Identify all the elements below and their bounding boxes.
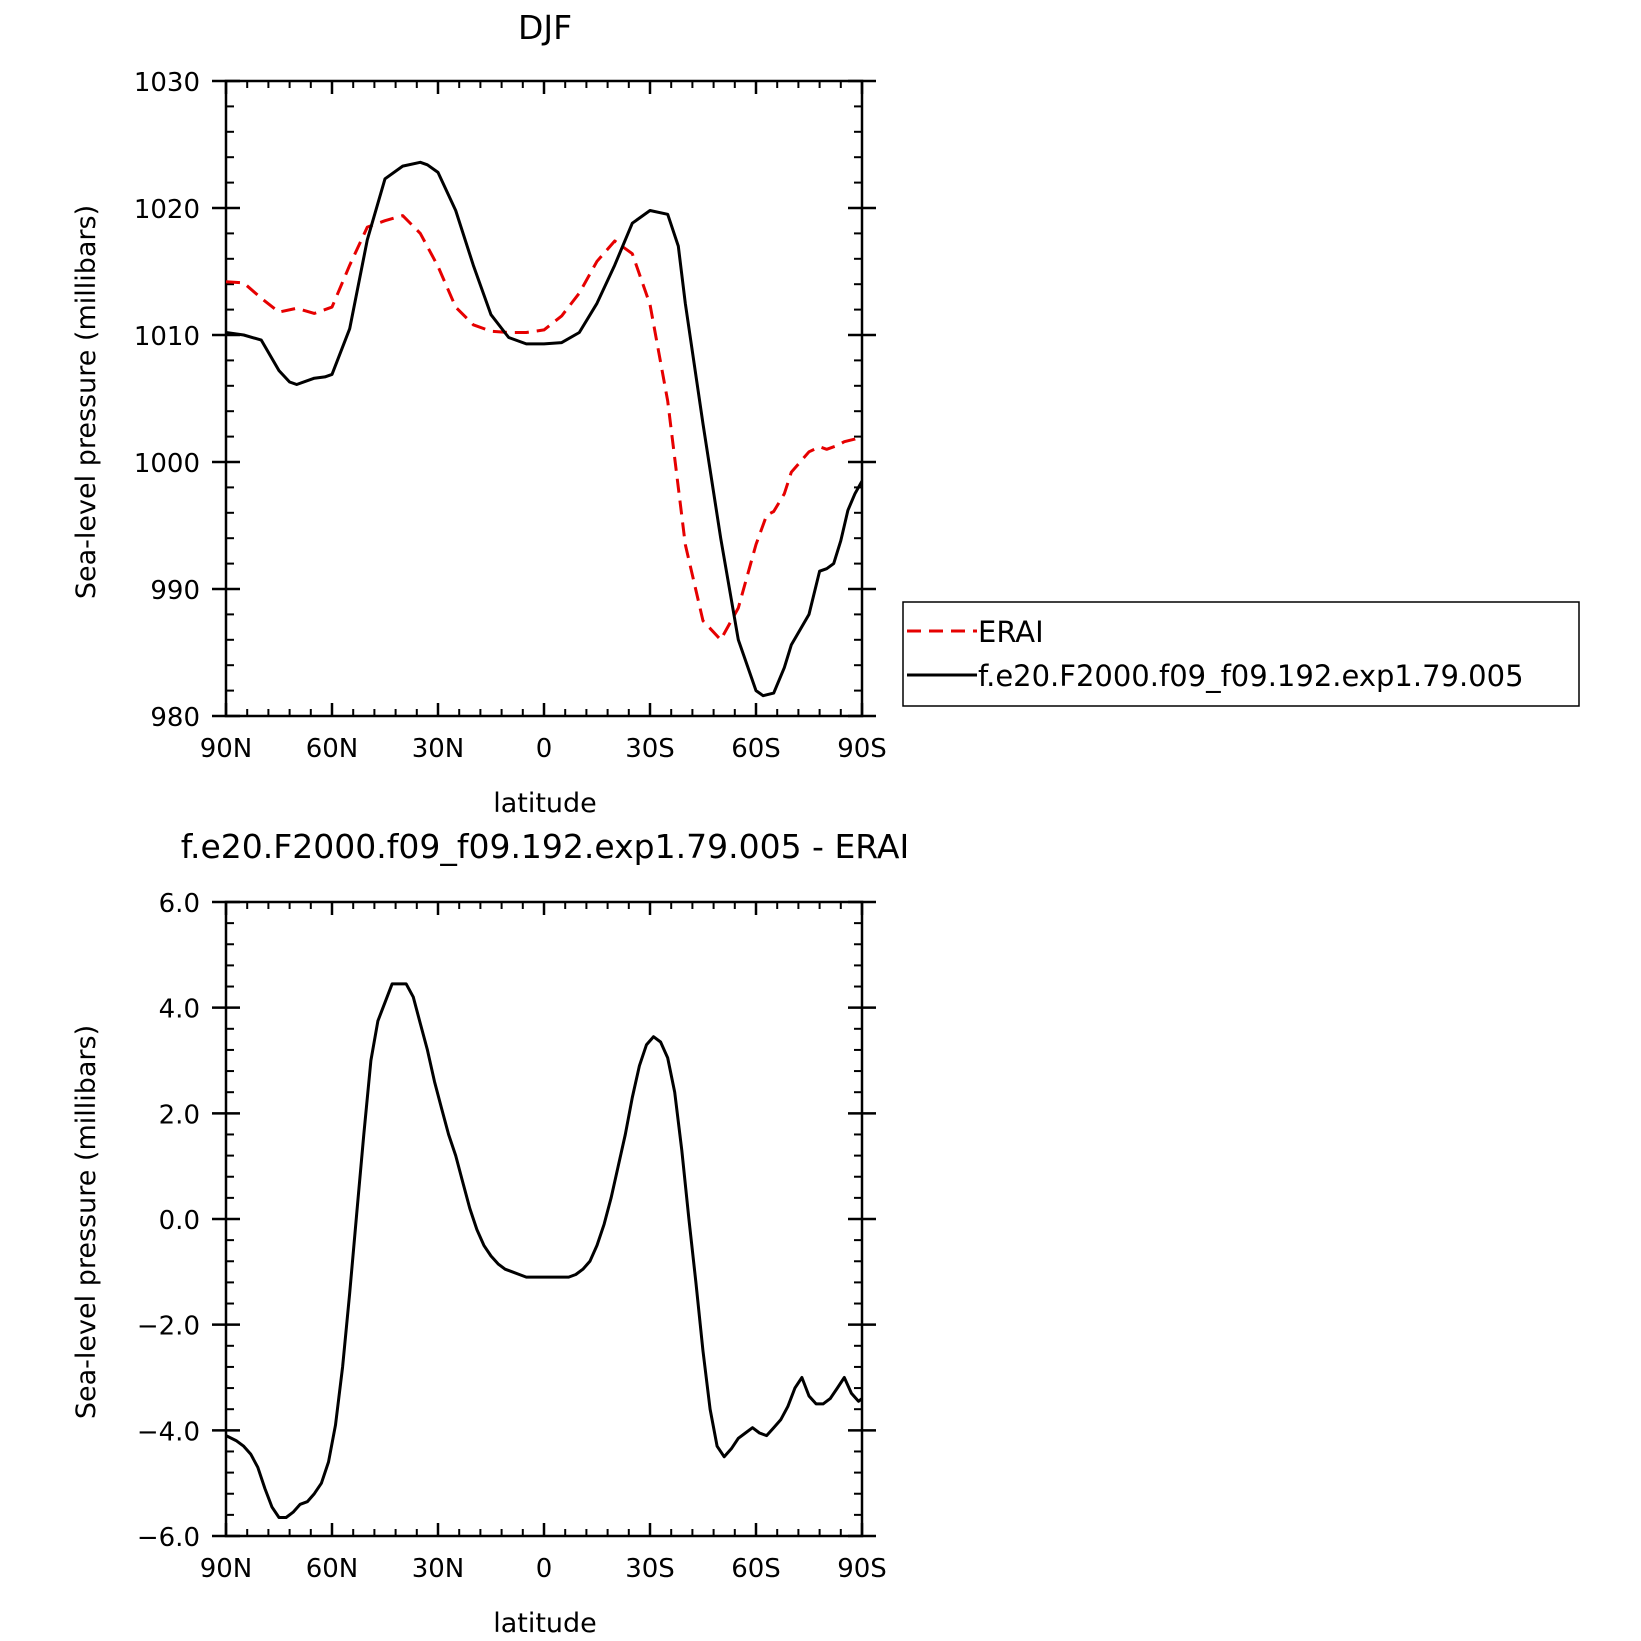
bottom-x-tick-label: 90S — [837, 1554, 887, 1584]
bottom-y-tick-label: 4.0 — [159, 995, 200, 1025]
bottom-y-tick-label: 6.0 — [159, 889, 200, 919]
top-y-tick-label: 990 — [150, 576, 200, 606]
bottom-x-tick-label: 0 — [536, 1554, 553, 1584]
legend-label-model: f.e20.F2000.f09_f09.192.exp1.79.005 — [978, 659, 1524, 693]
legend-label-erai: ERAI — [978, 615, 1044, 649]
top-x-tick-label: 30N — [412, 734, 465, 764]
top-x-tick-label: 30S — [625, 734, 675, 764]
top-chart-title: DJF — [518, 8, 572, 47]
top-y-tick-label: 1030 — [134, 68, 200, 98]
bottom-y-axis-title: Sea-level pressure (millibars) — [71, 1025, 102, 1419]
top-x-tick-label: 60S — [731, 734, 781, 764]
legend: ERAI f.e20.F2000.f09_f09.192.exp1.79.005 — [902, 601, 1580, 707]
top-plot-area: 90N 60N 30N 0 30S 60S 90S 980 990 1000 1010 1020 103… — [134, 68, 887, 764]
bottom-panel: f.e20.F2000.f09_f09.192.exp1.79.005 - ER… — [71, 827, 909, 1639]
top-x-tick-label: 90S — [837, 734, 887, 764]
top-y-tick-label: 1000 — [134, 449, 200, 479]
bottom-y-tick-label: 2.0 — [159, 1100, 200, 1130]
bottom-series-line-0 — [226, 982, 862, 1519]
top-y-axis-title: Sea-level pressure (millibars) — [71, 205, 102, 599]
top-y-tick-label: 1010 — [134, 322, 200, 352]
bottom-y-tick-label: −2.0 — [137, 1312, 200, 1342]
top-y-tick-label: 980 — [150, 703, 200, 733]
bottom-plot-frame — [224, 900, 864, 1538]
bottom-x-axis-title: latitude — [493, 1608, 597, 1639]
bottom-x-tick-label: 60S — [731, 1554, 781, 1584]
bottom-y-tick-label: −6.0 — [137, 1523, 200, 1553]
bottom-plot-area: 90N 60N 30N 0 30S 60S 90S −6.0 −4.0 −2.0 0.0 2.0 4.0… — [137, 889, 887, 1584]
bottom-chart-title: f.e20.F2000.f09_f09.192.exp1.79.005 - ER… — [181, 827, 909, 866]
legend-box — [902, 601, 1580, 707]
top-panel: DJF 90N 60N 30N 0 30S 60S 90S 980 990 1000 1010 102… — [71, 8, 887, 819]
bottom-x-tick-label: 30N — [412, 1554, 465, 1584]
top-plot-frame — [224, 79, 864, 718]
bottom-y-tick-label: 0.0 — [159, 1206, 200, 1236]
top-y-tick-label: 1020 — [134, 195, 200, 225]
top-series-line-0 — [226, 214, 862, 642]
bottom-x-tick-label: 60N — [306, 1554, 359, 1584]
top-x-tick-label: 0 — [536, 734, 553, 764]
top-x-tick-label: 60N — [306, 734, 359, 764]
bottom-x-tick-label: 30S — [625, 1554, 675, 1584]
top-x-tick-label: 90N — [200, 734, 253, 764]
top-series-line-1 — [226, 160, 862, 698]
bottom-x-tick-label: 90N — [200, 1554, 253, 1584]
bottom-y-tick-label: −4.0 — [137, 1417, 200, 1447]
top-x-axis-title: latitude — [493, 788, 597, 819]
